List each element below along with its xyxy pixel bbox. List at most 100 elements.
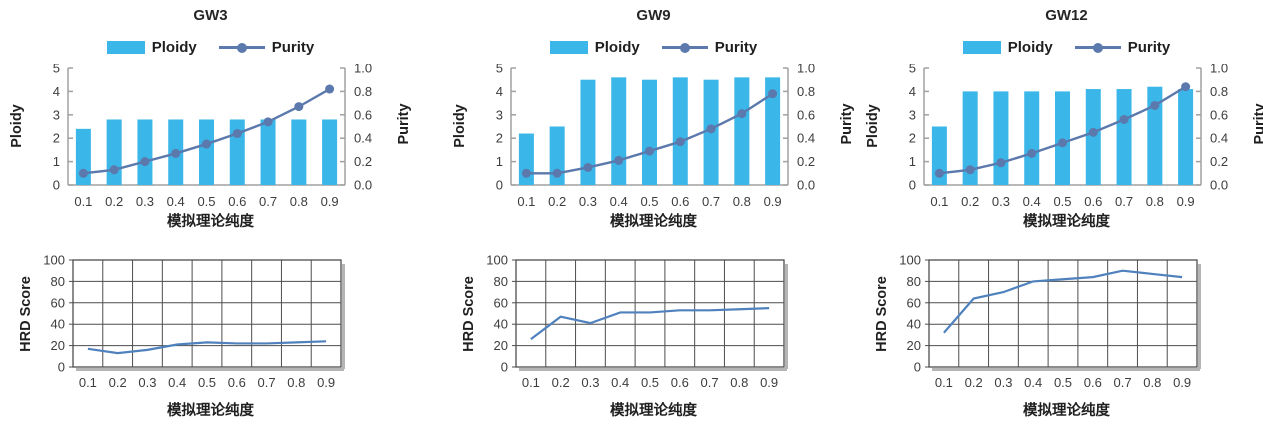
- svg-text:0.5: 0.5: [640, 194, 658, 209]
- svg-text:40: 40: [494, 317, 508, 332]
- svg-text:0.2: 0.2: [548, 194, 566, 209]
- svg-text:0.8: 0.8: [1146, 194, 1164, 209]
- svg-text:4: 4: [53, 84, 60, 99]
- svg-text:4: 4: [496, 84, 503, 99]
- ploidy-legend-swatch-icon: [962, 41, 1001, 54]
- svg-text:0.0: 0.0: [797, 178, 815, 193]
- purity-legend-marker-icon: [661, 42, 708, 53]
- svg-text:0.8: 0.8: [797, 84, 815, 99]
- svg-text:0.3: 0.3: [579, 194, 597, 209]
- svg-text:0.7: 0.7: [259, 194, 277, 209]
- panel-gw12: GW12 Ploidy Purity 0 1 2 3 4 5 0.0 0.2 0.4 0.6 0.8…: [842, 0, 1263, 431]
- svg-text:3: 3: [496, 107, 503, 122]
- left-axis-label: Ploidy: [865, 104, 881, 148]
- svg-text:2: 2: [496, 131, 503, 146]
- svg-text:0.2: 0.2: [354, 154, 372, 169]
- svg-text:0.9: 0.9: [317, 375, 335, 390]
- combo-x-axis-label: 模拟理论纯度: [610, 214, 697, 230]
- hrd-axis-label: HRD Score: [461, 276, 477, 352]
- legend-label-purity: Purity: [271, 39, 315, 56]
- svg-text:0.6: 0.6: [1210, 107, 1228, 122]
- svg-text:0.3: 0.3: [994, 375, 1012, 390]
- svg-text:0.5: 0.5: [1053, 194, 1071, 209]
- legend-label-ploidy: Ploidy: [1007, 39, 1053, 56]
- legend: Ploidy Purity: [856, 39, 1263, 56]
- svg-text:20: 20: [494, 338, 508, 353]
- chart-title: GW12: [1045, 7, 1088, 24]
- svg-text:5: 5: [53, 64, 60, 76]
- svg-text:80: 80: [494, 274, 508, 289]
- svg-text:0.6: 0.6: [354, 107, 372, 122]
- hrd-x-axis-label: 模拟理论纯度: [167, 403, 254, 419]
- legend-label-purity: Purity: [714, 39, 758, 56]
- svg-text:0.5: 0.5: [1054, 375, 1072, 390]
- svg-text:0.4: 0.4: [168, 375, 186, 390]
- legend-label-ploidy: Ploidy: [594, 39, 640, 56]
- svg-text:0: 0: [909, 178, 916, 193]
- legend: Ploidy Purity: [0, 39, 421, 56]
- svg-text:0.2: 0.2: [797, 154, 815, 169]
- svg-text:1.0: 1.0: [797, 64, 815, 76]
- svg-text:0.0: 0.0: [354, 178, 372, 193]
- svg-text:0.2: 0.2: [965, 375, 983, 390]
- svg-text:0.4: 0.4: [1210, 131, 1228, 146]
- svg-text:0: 0: [496, 178, 503, 193]
- svg-text:0.8: 0.8: [290, 194, 308, 209]
- svg-text:0.6: 0.6: [228, 375, 246, 390]
- svg-text:0.9: 0.9: [760, 375, 778, 390]
- svg-text:0.5: 0.5: [641, 375, 659, 390]
- svg-text:60: 60: [51, 295, 65, 310]
- svg-text:0.4: 0.4: [610, 194, 628, 209]
- svg-text:0.1: 0.1: [79, 375, 97, 390]
- hrd-x-axis-label: 模拟理论纯度: [610, 403, 697, 419]
- svg-text:0.2: 0.2: [552, 375, 570, 390]
- svg-text:0.9: 0.9: [1177, 194, 1195, 209]
- svg-text:2: 2: [53, 131, 60, 146]
- svg-text:0.9: 0.9: [764, 194, 782, 209]
- svg-text:0.8: 0.8: [1210, 84, 1228, 99]
- svg-text:100: 100: [899, 253, 921, 268]
- svg-text:0.5: 0.5: [198, 375, 216, 390]
- svg-text:0.7: 0.7: [702, 194, 720, 209]
- chart-title: GW3: [193, 7, 228, 24]
- svg-text:60: 60: [907, 295, 921, 310]
- svg-text:0.2: 0.2: [105, 194, 123, 209]
- svg-text:0: 0: [58, 360, 65, 375]
- ploidy-legend-swatch-icon: [549, 41, 588, 54]
- svg-text:0.8: 0.8: [1143, 375, 1161, 390]
- svg-text:0.3: 0.3: [581, 375, 599, 390]
- svg-text:0.1: 0.1: [522, 375, 540, 390]
- chart-title: GW9: [636, 7, 671, 24]
- svg-text:5: 5: [496, 64, 503, 76]
- svg-text:0.1: 0.1: [935, 375, 953, 390]
- svg-text:0.3: 0.3: [992, 194, 1010, 209]
- svg-text:20: 20: [907, 338, 921, 353]
- svg-text:0.4: 0.4: [1023, 194, 1041, 209]
- svg-text:4: 4: [909, 84, 916, 99]
- svg-text:0.5: 0.5: [197, 194, 215, 209]
- svg-text:20: 20: [51, 338, 65, 353]
- svg-text:80: 80: [907, 274, 921, 289]
- svg-text:0.4: 0.4: [167, 194, 185, 209]
- svg-text:0.4: 0.4: [1024, 375, 1042, 390]
- panel-gw3: GW3 Ploidy Purity 0 1 2 3 4 5 0.0 0.2 0.4 0.6 0.8 1…: [0, 0, 421, 431]
- svg-text:0.9: 0.9: [321, 194, 339, 209]
- svg-text:1.0: 1.0: [1210, 64, 1228, 76]
- svg-text:0.6: 0.6: [797, 107, 815, 122]
- svg-text:1: 1: [909, 154, 916, 169]
- hrd-axis-label: HRD Score: [874, 276, 890, 352]
- hrd-x-axis-label: 模拟理论纯度: [1023, 403, 1110, 419]
- legend-label-ploidy: Ploidy: [151, 39, 197, 56]
- svg-text:0.7: 0.7: [1114, 375, 1132, 390]
- svg-text:0.4: 0.4: [354, 131, 372, 146]
- svg-text:0.4: 0.4: [797, 131, 815, 146]
- combo-x-axis-label: 模拟理论纯度: [167, 214, 254, 230]
- combo-x-axis-label: 模拟理论纯度: [1023, 214, 1110, 230]
- purity-legend-marker-icon: [218, 42, 265, 53]
- svg-text:0.1: 0.1: [930, 194, 948, 209]
- svg-text:0.0: 0.0: [1210, 178, 1228, 193]
- ploidy-purity-chart: 0 1 2 3 4 5 0.0 0.2 0.4 0.6 0.8 1.0 0.1 0.2 0.3 0.4 0.5 0…: [53, 64, 372, 209]
- hrd-score-chart: 0 20 40 60 80 100 0.1 0.2 0.3 0.4 0.5 0.6 0.7 0.8 0.9: [899, 253, 1201, 390]
- svg-text:0: 0: [53, 178, 60, 193]
- legend: Ploidy Purity: [443, 39, 864, 56]
